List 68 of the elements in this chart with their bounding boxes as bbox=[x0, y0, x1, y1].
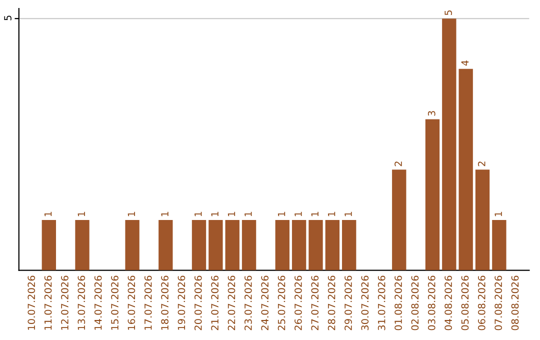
data-label: 1 bbox=[328, 212, 336, 216]
data-label: 1 bbox=[78, 212, 85, 216]
x-tick-label: 07.08.2026 bbox=[494, 276, 502, 330]
x-tick-label: 30.07.2026 bbox=[361, 276, 369, 330]
x-tick-label: 22.07.2026 bbox=[228, 276, 236, 330]
bar bbox=[392, 170, 406, 270]
data-label: 3 bbox=[428, 111, 436, 116]
data-label: 1 bbox=[161, 212, 168, 216]
x-tick-label: 11.07.2026 bbox=[44, 276, 52, 330]
x-tick-label: 26.07.2026 bbox=[294, 276, 302, 330]
x-tick-label: 28.07.2026 bbox=[328, 276, 336, 330]
x-tick-label: 08.08.2026 bbox=[511, 276, 519, 330]
data-label: 1 bbox=[278, 212, 286, 216]
x-tick-label: 13.07.2026 bbox=[78, 276, 86, 330]
bar bbox=[75, 220, 90, 270]
bar bbox=[275, 220, 290, 270]
x-tick-label: 25.07.2026 bbox=[278, 276, 286, 330]
x-tick-label: 15.07.2026 bbox=[111, 276, 118, 330]
bar bbox=[342, 220, 356, 270]
x-tick-label: 18.07.2026 bbox=[161, 276, 168, 330]
bar bbox=[242, 220, 256, 270]
x-tick-label: 10.07.2026 bbox=[28, 276, 36, 330]
bar bbox=[292, 220, 306, 270]
data-label: 1 bbox=[228, 212, 236, 216]
x-tick-label: 01.08.2026 bbox=[394, 276, 402, 330]
x-tick-label: 23.07.2026 bbox=[244, 276, 252, 330]
data-label: 1 bbox=[494, 212, 502, 216]
x-tick-label: 04.08.2026 bbox=[444, 276, 452, 330]
data-label: 1 bbox=[211, 212, 218, 216]
data-label: 1 bbox=[128, 212, 135, 216]
x-tick-label: 17.07.2026 bbox=[144, 276, 152, 330]
data-label: 5 bbox=[444, 10, 452, 16]
x-tick-label: 27.07.2026 bbox=[311, 276, 319, 330]
bar bbox=[475, 170, 490, 270]
x-tick-label: 16.07.2026 bbox=[128, 276, 136, 330]
bar bbox=[442, 18, 456, 270]
x-tick-label: 06.08.2026 bbox=[478, 276, 486, 330]
bar bbox=[158, 220, 173, 270]
data-label: 2 bbox=[394, 162, 402, 166]
bar bbox=[308, 220, 323, 270]
x-tick-label: 21.07.2026 bbox=[211, 276, 219, 330]
bar bbox=[325, 220, 340, 270]
data-label: 4 bbox=[461, 60, 469, 66]
bar bbox=[42, 220, 56, 270]
bar bbox=[425, 119, 440, 270]
x-tick-label: 29.07.2026 bbox=[344, 276, 352, 330]
data-label: 1 bbox=[44, 212, 52, 216]
x-tick-label: 31.07.2026 bbox=[378, 276, 386, 330]
bar bbox=[225, 220, 240, 270]
data-label: 2 bbox=[478, 162, 486, 166]
bar bbox=[492, 220, 506, 270]
data-label: 1 bbox=[194, 212, 202, 216]
bar bbox=[125, 220, 140, 270]
x-tick-label: 20.07.2026 bbox=[194, 276, 202, 330]
x-tick-label: 14.07.2026 bbox=[94, 276, 102, 330]
bar bbox=[208, 220, 223, 270]
x-tick-label: 03.08.2026 bbox=[428, 276, 436, 330]
x-tick-label: 05.08.2026 bbox=[461, 276, 469, 330]
bar bbox=[458, 68, 473, 270]
data-label: 1 bbox=[311, 212, 318, 216]
x-tick-label: 12.07.2026 bbox=[61, 276, 68, 330]
data-label: 1 bbox=[294, 212, 302, 216]
x-tick-label: 24.07.2026 bbox=[261, 276, 269, 330]
data-label: 1 bbox=[244, 212, 252, 216]
x-tick-label: 02.08.2026 bbox=[411, 276, 419, 330]
x-tick-label: 19.07.2026 bbox=[178, 276, 186, 330]
bar bbox=[192, 220, 206, 270]
data-label: 1 bbox=[344, 212, 352, 216]
